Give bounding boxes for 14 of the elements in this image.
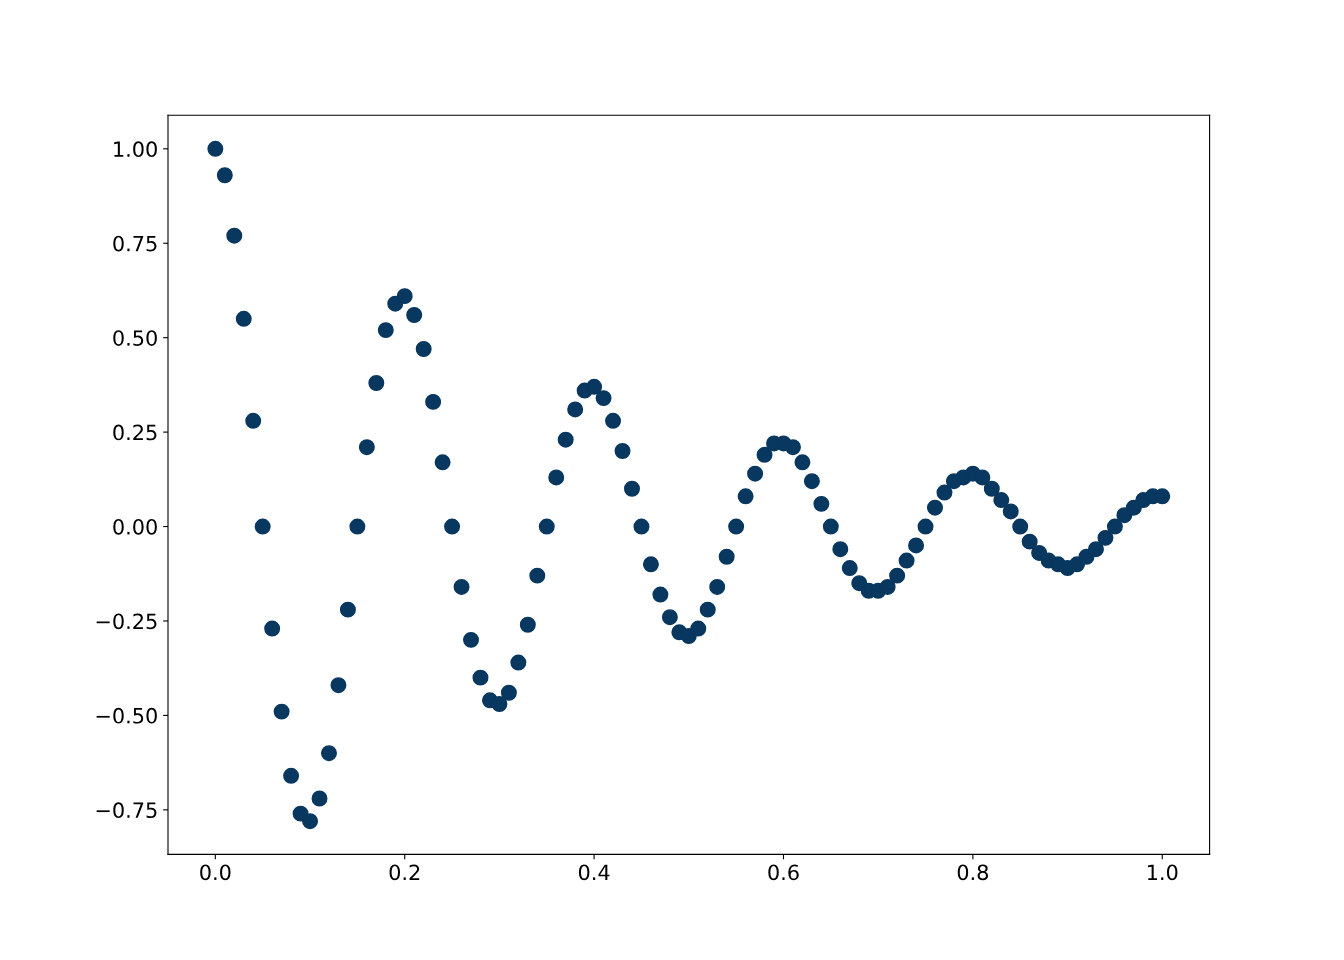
y-tick-label: −0.25: [96, 613, 157, 630]
y-tick-label: 0.50: [113, 330, 157, 346]
y-tick-label: 0.75: [113, 235, 157, 252]
x-tick-label: 0.8: [957, 864, 989, 881]
y-tick-label: 0.25: [113, 424, 157, 441]
x-tick-label: 1.0: [1147, 864, 1178, 881]
y-tick-label: −0.50: [96, 707, 157, 724]
x-tick-label: 0.2: [389, 864, 420, 881]
x-tick-label: 0.6: [768, 864, 799, 881]
x-tick-label: 0.0: [200, 864, 231, 881]
x-tick-label: 0.4: [578, 864, 610, 881]
y-tick-label: −0.75: [96, 802, 157, 819]
y-tick-label: 0.00: [113, 518, 157, 535]
y-tick-label: 1.00: [114, 141, 157, 158]
